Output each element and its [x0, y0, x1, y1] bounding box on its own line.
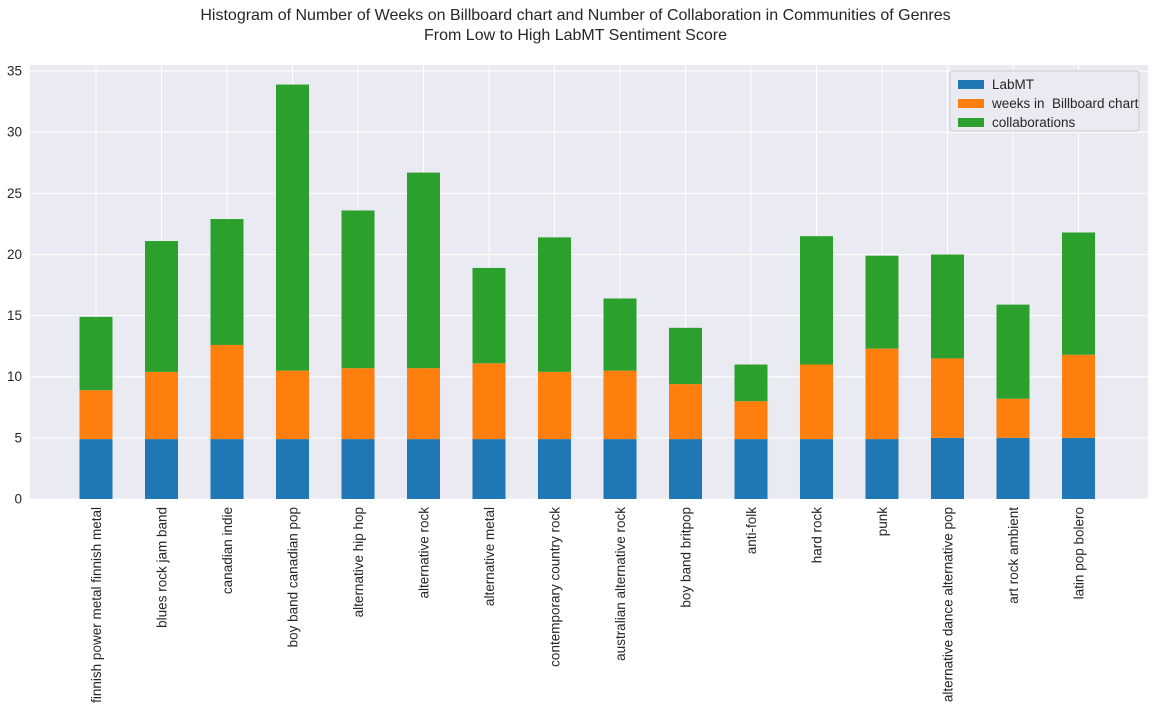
bar-weeks-in-billboard-chart-7: [538, 371, 571, 440]
bar-labmt-5: [407, 439, 440, 499]
bar-collaborations-5: [407, 172, 440, 369]
legend-swatch: [958, 99, 984, 108]
bar-collaborations-9: [669, 327, 702, 385]
bar-weeks-in-billboard-chart-13: [931, 358, 964, 438]
bar-collaborations-2: [210, 219, 244, 345]
x-tick-label: boy band britpop: [679, 507, 694, 608]
bar-labmt-4: [341, 439, 375, 499]
bar-collaborations-7: [538, 237, 571, 372]
bar-collaborations-15: [1062, 232, 1095, 355]
x-tick-label: boy band canadian pop: [286, 507, 301, 647]
bar-weeks-in-billboard-chart-14: [996, 398, 1030, 438]
bar-weeks-in-billboard-chart-11: [800, 364, 833, 440]
legend: LabMT weeks in Billboard chart collaborati…: [949, 70, 1140, 132]
bar-labmt-9: [669, 439, 702, 499]
bar-collaborations-13: [931, 254, 964, 359]
bar-weeks-in-billboard-chart-2: [210, 344, 244, 440]
x-tick-label: australian alternative rock: [613, 507, 628, 661]
bar-labmt-8: [603, 439, 637, 499]
x-tick-label: alternative metal: [482, 507, 497, 606]
y-tick-label: 15: [7, 308, 22, 323]
y-tick-label: 10: [7, 369, 22, 384]
legend-label: collaborations: [992, 115, 1076, 130]
bar-labmt-2: [210, 439, 244, 499]
x-tick-label: canadian indie: [220, 507, 235, 594]
x-tick-label: blues rock jam band: [155, 507, 170, 628]
bar-weeks-in-billboard-chart-6: [472, 363, 506, 440]
bar-weeks-in-billboard-chart-8: [603, 370, 637, 440]
x-tick-label: punk: [875, 507, 890, 537]
bar-labmt-14: [996, 437, 1030, 499]
bar-collaborations-1: [145, 241, 178, 372]
legend-label: LabMT: [992, 77, 1034, 92]
bar-weeks-in-billboard-chart-0: [79, 390, 113, 440]
legend-label: weeks in Billboard chart: [991, 96, 1139, 111]
chart-title: Histogram of Number of Weeks on Billboar…: [0, 6, 1151, 46]
bar-labmt-11: [800, 439, 833, 499]
bar-weeks-in-billboard-chart-9: [669, 384, 702, 440]
bar-labmt-3: [276, 439, 309, 499]
x-tick-label: alternative rock: [417, 507, 432, 599]
bar-labmt-1: [145, 439, 178, 499]
x-tick-label: hard rock: [810, 507, 825, 564]
x-tick-label: alternative hip hop: [351, 507, 366, 617]
y-tick-label: 20: [7, 247, 22, 262]
y-axis: 0 5 10 15 20 25 30 35: [7, 64, 22, 507]
bar-layer: [79, 84, 1095, 499]
bar-collaborations-14: [996, 304, 1030, 399]
x-tick-label: alternative dance alternative pop: [941, 507, 956, 702]
bar-weeks-in-billboard-chart-15: [1062, 354, 1095, 438]
bar-collaborations-6: [472, 267, 506, 364]
y-tick-label: 30: [7, 125, 22, 140]
legend-box: [949, 70, 1140, 132]
y-tick-label: 0: [14, 492, 22, 507]
bar-weeks-in-billboard-chart-3: [276, 370, 309, 440]
bar-labmt-7: [538, 439, 571, 499]
bar-weeks-in-billboard-chart-5: [407, 368, 440, 440]
bar-collaborations-3: [276, 84, 309, 371]
bar-collaborations-12: [865, 255, 899, 349]
bar-weeks-in-billboard-chart-4: [341, 368, 375, 440]
x-tick-label: anti-folk: [744, 507, 759, 555]
bar-collaborations-0: [79, 316, 113, 391]
bar-labmt-12: [865, 439, 899, 499]
bar-labmt-15: [1062, 437, 1095, 499]
bar-collaborations-10: [734, 364, 768, 402]
legend-swatch: [958, 80, 984, 89]
bar-collaborations-11: [800, 236, 833, 365]
bar-weeks-in-billboard-chart-12: [865, 348, 899, 440]
bar-labmt-13: [931, 437, 964, 499]
bar-labmt-0: [79, 439, 113, 499]
x-tick-label: art rock ambient: [1006, 507, 1021, 604]
chart-subtitle: From Low to High LabMT Sentiment Score: [424, 27, 727, 44]
bar-collaborations-8: [603, 298, 637, 371]
x-tick-label: finnish power metal finnish metal: [89, 507, 104, 703]
x-tick-label: contemporary country rock: [548, 507, 563, 667]
bar-weeks-in-billboard-chart-1: [145, 371, 178, 440]
legend-swatch: [958, 118, 984, 127]
y-tick-label: 25: [7, 186, 22, 201]
x-axis: finnish power metal finnish metal blues r…: [89, 507, 1087, 703]
bar-labmt-10: [734, 439, 768, 499]
bar-weeks-in-billboard-chart-10: [734, 401, 768, 440]
y-tick-label: 5: [14, 430, 22, 445]
y-tick-label: 35: [7, 64, 22, 79]
x-tick-label: latin pop bolero: [1072, 507, 1087, 599]
bar-labmt-6: [472, 439, 506, 499]
bar-collaborations-4: [341, 210, 375, 369]
chart-title-line1: Histogram of Number of Weeks on Billboar…: [200, 7, 951, 24]
